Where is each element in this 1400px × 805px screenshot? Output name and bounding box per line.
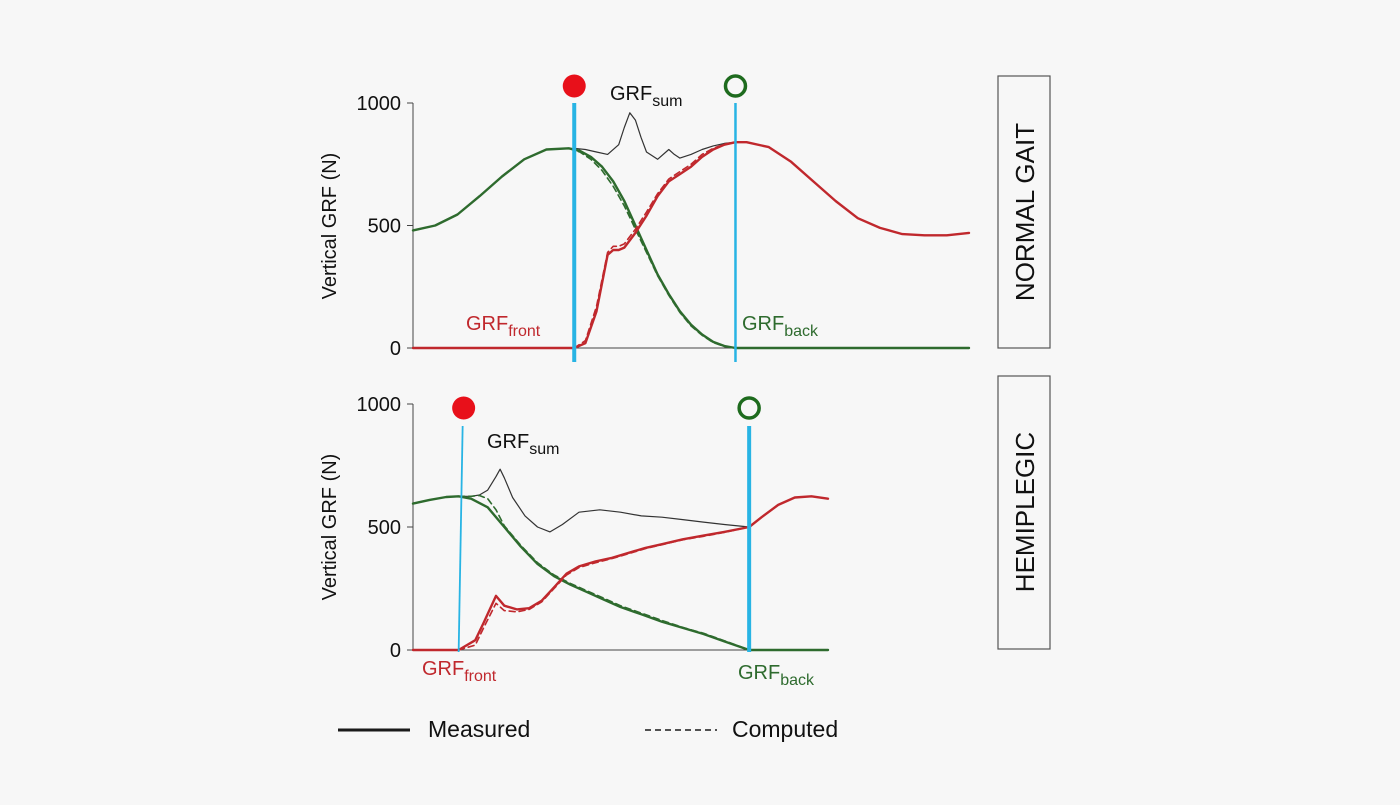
series-back-measured (411, 495, 830, 652)
grf-back-label: GRFback (738, 662, 815, 689)
grf-sum-subscript: sum (529, 441, 559, 458)
heel-strike-marker (562, 74, 586, 98)
y-tick-label: 1000 (357, 93, 402, 115)
grf-back-subscript: back (784, 323, 819, 340)
y-tick-label: 0 (390, 338, 401, 360)
hemiplegic-panel: Vertical GRF (N) 0 500 1000 GRFsum GRFfron… (319, 375, 1051, 689)
panel-label: NORMAL GAIT (1010, 123, 1040, 301)
grf-front-label: GRFfront (466, 313, 541, 340)
series-sum-measured (458, 468, 750, 533)
y-tick-label: 500 (368, 216, 401, 238)
y-axis-label: Vertical GRF (N) (319, 454, 341, 601)
panel-label: HEMIPLEGIC (1010, 432, 1040, 592)
grf-front-subscript: front (508, 323, 541, 340)
series-back-computed (567, 147, 737, 349)
series-front-computed (457, 526, 751, 651)
toe-off-marker (723, 74, 748, 98)
grf-front-label: GRFfront (422, 658, 497, 685)
heel-strike-line (457, 425, 464, 653)
grf-sum-subscript: sum (652, 93, 682, 110)
grf-back-subscript: back (780, 672, 815, 689)
events-layer (562, 74, 748, 362)
series-back-measured (411, 147, 971, 350)
series-front-measured (411, 495, 830, 652)
series-layer (411, 112, 971, 350)
legend-computed-label: Computed (732, 716, 838, 742)
grf-back-label: GRFback (742, 313, 819, 340)
series-front-computed (573, 141, 737, 349)
legend-measured-label: Measured (428, 716, 530, 742)
series-sum-measured (573, 112, 737, 160)
y-tick-labels: 0 500 1000 (357, 394, 402, 662)
grf-sum-label: GRFsum (487, 431, 559, 458)
panel-label-box (997, 75, 1051, 349)
legend: Measured Computed (338, 716, 838, 742)
y-tick-marks (407, 403, 413, 651)
panel-label-box (997, 375, 1051, 650)
series-back-computed (457, 494, 751, 651)
heel-strike-marker (452, 396, 476, 420)
toe-off-marker (737, 396, 761, 420)
y-tick-label: 500 (368, 517, 401, 539)
y-tick-marks (407, 102, 413, 349)
y-tick-labels: 0 500 1000 (357, 93, 402, 360)
events-layer (452, 396, 761, 653)
series-layer (411, 468, 830, 652)
y-tick-label: 1000 (357, 394, 402, 416)
y-tick-label: 0 (390, 640, 401, 662)
grf-front-subscript: front (464, 668, 497, 685)
grf-sum-label: GRFsum (610, 83, 682, 110)
y-axis-label: Vertical GRF (N) (319, 153, 341, 300)
series-front-measured (411, 140, 971, 350)
normal-gait-panel: Vertical GRF (N) 0 500 1000 GRFsum GRFfron… (319, 74, 1051, 362)
